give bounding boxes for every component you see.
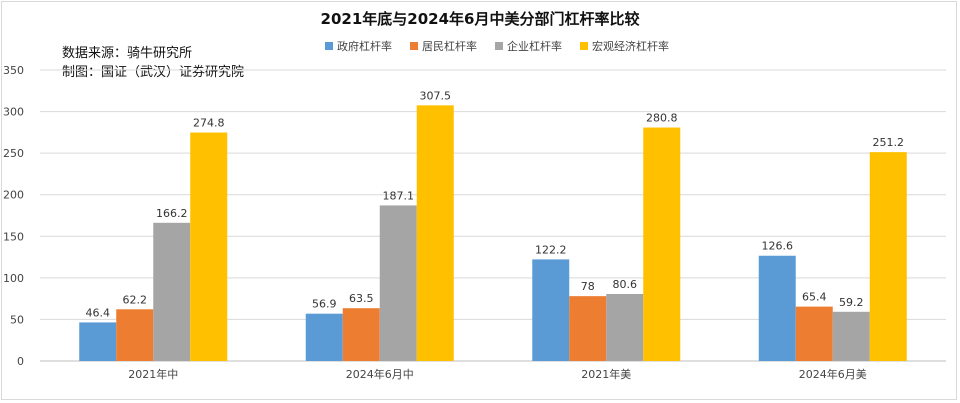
bar bbox=[606, 293, 644, 361]
bar bbox=[416, 105, 454, 361]
data-label: 274.8 bbox=[193, 117, 225, 130]
data-label: 122.2 bbox=[535, 243, 567, 256]
source-line-author: 制图：国证（武汉）证券研究院 bbox=[62, 65, 245, 80]
data-label: 78 bbox=[581, 280, 595, 293]
bar bbox=[153, 222, 191, 361]
bar bbox=[79, 322, 117, 361]
bar bbox=[379, 205, 417, 361]
y-tick-label: 350 bbox=[3, 64, 24, 77]
bar bbox=[342, 308, 380, 361]
data-label: 65.4 bbox=[802, 291, 827, 304]
y-tick-label: 300 bbox=[3, 106, 24, 119]
bar bbox=[569, 296, 607, 361]
legend-swatch-government bbox=[325, 42, 333, 50]
legend-label-corporate: 企业杠杆率 bbox=[507, 40, 562, 53]
legend-swatch-macro bbox=[580, 42, 588, 50]
chart-title: 2021年底与2024年6月中美分部门杠杆率比较 bbox=[320, 10, 640, 28]
legend-item-macro: 宏观经济杠杆率 bbox=[580, 38, 669, 54]
bar bbox=[190, 132, 228, 361]
data-label: 280.8 bbox=[646, 112, 678, 125]
y-tick-label: 100 bbox=[3, 272, 24, 285]
data-label: 46.4 bbox=[86, 306, 111, 319]
y-tick-label: 250 bbox=[3, 147, 24, 160]
legend-item-government: 政府杠杆率 bbox=[325, 38, 392, 54]
bar bbox=[305, 313, 343, 361]
chart-legend: 政府杠杆率 居民杠杆率 企业杠杆率 宏观经济杠杆率 bbox=[325, 38, 669, 54]
data-label: 59.2 bbox=[839, 296, 864, 309]
y-tick-label: 200 bbox=[3, 189, 24, 202]
legend-label-household: 居民杠杆率 bbox=[422, 40, 477, 53]
legend-item-corporate: 企业杠杆率 bbox=[495, 38, 562, 54]
data-label: 251.2 bbox=[873, 136, 905, 149]
data-label: 307.5 bbox=[420, 89, 452, 102]
x-tick-label: 2024年6月美 bbox=[799, 367, 867, 381]
data-label: 126.6 bbox=[762, 240, 794, 253]
legend-swatch-corporate bbox=[495, 42, 503, 50]
y-tick-label: 150 bbox=[3, 230, 24, 243]
y-tick-label: 50 bbox=[10, 313, 24, 326]
bar bbox=[758, 255, 796, 361]
y-tick-label: 0 bbox=[17, 355, 24, 368]
source-note: 数据来源：骑牛研究所 制图：国证（武汉）证券研究院 bbox=[62, 44, 244, 82]
legend-swatch-household bbox=[410, 42, 418, 50]
data-label: 166.2 bbox=[156, 207, 188, 220]
x-tick-label: 2021年中 bbox=[128, 367, 178, 381]
data-label: 187.1 bbox=[383, 189, 415, 202]
legend-label-macro: 宏观经济杠杆率 bbox=[592, 40, 669, 53]
bar bbox=[795, 306, 833, 361]
legend-item-household: 居民杠杆率 bbox=[410, 38, 477, 54]
bar bbox=[532, 259, 570, 361]
data-label: 62.2 bbox=[123, 293, 148, 306]
bar bbox=[832, 311, 870, 361]
bar bbox=[116, 309, 154, 361]
data-label: 63.5 bbox=[349, 292, 374, 305]
x-tick-label: 2024年6月中 bbox=[346, 367, 414, 381]
legend-label-government: 政府杠杆率 bbox=[337, 40, 392, 53]
data-label: 80.6 bbox=[613, 278, 638, 291]
source-line-data: 数据来源：骑牛研究所 bbox=[62, 46, 193, 61]
bar bbox=[869, 152, 907, 361]
x-tick-label: 2021年美 bbox=[581, 367, 631, 381]
bar bbox=[643, 127, 681, 362]
data-label: 56.9 bbox=[312, 298, 337, 311]
